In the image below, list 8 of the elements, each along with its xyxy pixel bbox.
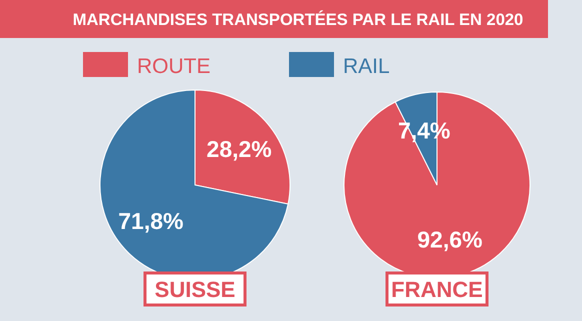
text: FRANCE <box>391 277 483 302</box>
legend-label: ROUTE <box>137 55 210 78</box>
data-label: 71,8% <box>118 208 184 234</box>
data-label: 92,6% <box>417 226 482 252</box>
legend-label: RAIL <box>343 55 390 78</box>
chart-title: MARCHANDISES TRANSPORTÉES PAR LE RAIL EN 2020 <box>72 10 524 29</box>
data-label: 28,2% <box>206 136 272 162</box>
text: SUISSE <box>154 277 236 302</box>
